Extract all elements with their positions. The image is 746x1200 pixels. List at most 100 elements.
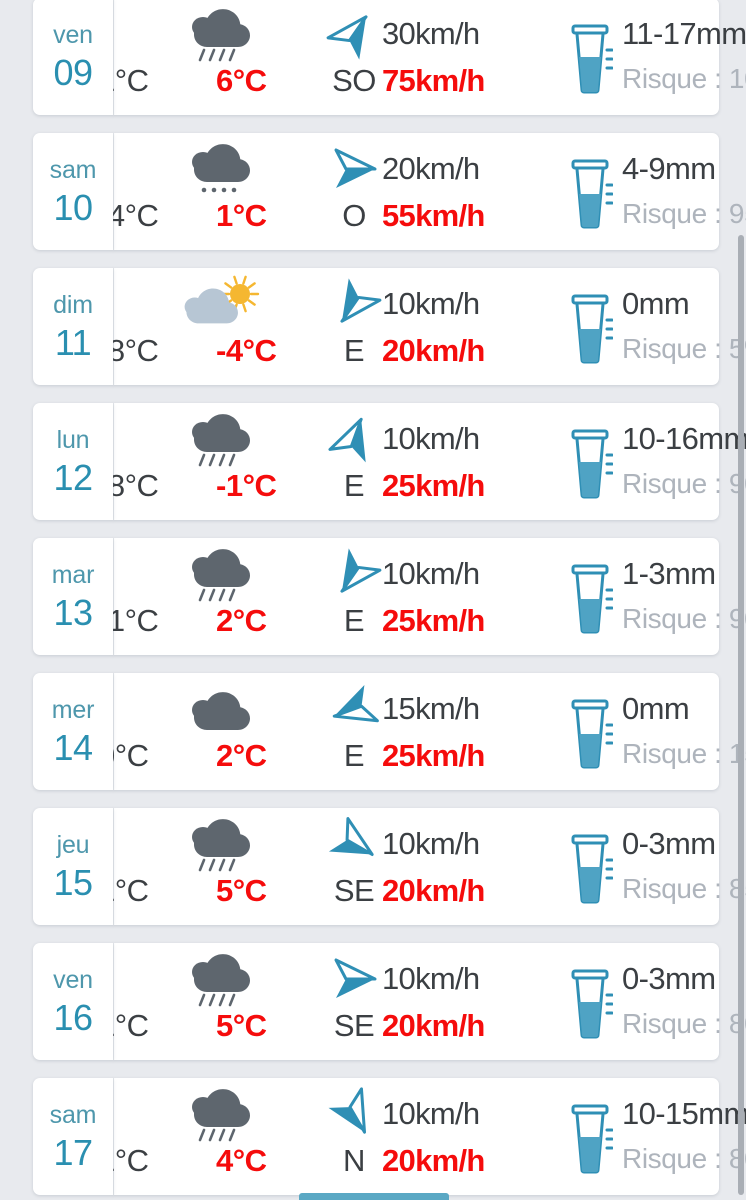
- cloud-icon: [98, 680, 326, 738]
- day-card[interactable]: mar 13: [33, 538, 113, 655]
- precipitation-amount: 10-16mm: [622, 420, 746, 456]
- day-card[interactable]: mer 14: [33, 673, 113, 790]
- day-card[interactable]: jeu 15: [33, 808, 113, 925]
- sun-behind-cloud-icon: [98, 275, 326, 333]
- temp-min: 1°C: [98, 1007, 149, 1043]
- wind-direction-arrow-icon: [326, 953, 382, 1005]
- precipitation-risk: Risque : 5%: [622, 332, 746, 364]
- day-data-card[interactable]: -8°C -4°C 10km/h E 20km/h 0mm Risque : 5%: [98, 268, 746, 385]
- day-data-card[interactable]: -4°C 1°C 20km/h O 55km/h 4-9mm Risque : 95%: [98, 133, 746, 250]
- temp-max: 5°C: [216, 872, 267, 908]
- day-card[interactable]: dim 11: [33, 268, 113, 385]
- temp-max: 6°C: [216, 62, 267, 98]
- wind-average-speed: 30km/h: [382, 15, 480, 51]
- wind-direction: E: [343, 602, 365, 638]
- day-name: sam: [49, 155, 97, 184]
- wind-gust-speed: 20km/h: [382, 1142, 485, 1178]
- temperature-column: 0°C 2°C: [98, 673, 326, 790]
- temp-max: -4°C: [216, 332, 277, 368]
- temp-min: 1°C: [98, 872, 149, 908]
- precipitation-amount: 0-3mm: [622, 960, 716, 996]
- precipitation-column: 10-16mm Risque : 90%: [558, 403, 746, 520]
- temp-max: 5°C: [216, 1007, 267, 1043]
- precipitation-amount: 0mm: [622, 285, 690, 321]
- wind-average-speed: 10km/h: [382, 420, 480, 456]
- wind-direction: O: [342, 197, 366, 233]
- wind-average-speed: 20km/h: [382, 150, 480, 186]
- wind-direction-arrow-icon: [326, 683, 382, 735]
- day-card[interactable]: lun 12: [33, 403, 113, 520]
- wind-direction: SE: [333, 872, 375, 908]
- wind-gust-speed: 25km/h: [382, 602, 485, 638]
- wind-gust-speed: 25km/h: [382, 467, 485, 503]
- day-name: dim: [53, 290, 93, 319]
- precipitation-risk: Risque : 100%: [622, 62, 746, 94]
- precipitation-column: 0-3mm Risque : 80%: [558, 943, 746, 1060]
- temp-max: 2°C: [216, 737, 267, 773]
- wind-direction: SE: [333, 1007, 375, 1043]
- wind-gust-speed: 20km/h: [382, 332, 485, 368]
- forecast-day-row[interactable]: sam 10 -4°C 1°C 20km/h O 55km/h 4-9mm Risque : 9…: [0, 133, 746, 250]
- wind-direction: N: [343, 1142, 365, 1178]
- wind-direction: E: [343, 737, 365, 773]
- day-card[interactable]: ven 09: [33, 0, 113, 115]
- precipitation-risk: Risque : 15%: [622, 737, 746, 769]
- wind-direction-arrow-icon: [326, 277, 382, 330]
- precipitation-amount: 0-3mm: [622, 825, 716, 861]
- scrollbar-thumb[interactable]: [738, 235, 744, 1195]
- temp-min: -4°C: [98, 197, 159, 233]
- temp-min: 1°C: [98, 62, 149, 98]
- day-data-card[interactable]: -1°C 2°C 10km/h E 25km/h 1-3mm Risque : 90%: [98, 538, 746, 655]
- day-number: 17: [53, 1131, 93, 1173]
- day-number: 10: [53, 186, 93, 228]
- day-number: 13: [53, 591, 93, 633]
- wind-gust-speed: 20km/h: [382, 1007, 485, 1043]
- day-name: mer: [51, 695, 95, 724]
- precipitation-risk: Risque : 95%: [622, 197, 746, 229]
- forecast-day-row[interactable]: lun 12 -8°C -1°C 10km/h E 25km/h 10-16mm Risque …: [0, 403, 746, 520]
- temperature-column: 1°C 4°C: [98, 1078, 326, 1195]
- wind-column: 15km/h E 25km/h: [326, 673, 558, 790]
- rain-cloud-icon: [98, 5, 326, 63]
- day-number: 14: [53, 726, 93, 768]
- temp-min: 0°C: [98, 737, 149, 773]
- day-card[interactable]: ven 16: [33, 943, 113, 1060]
- day-data-card[interactable]: 1°C 4°C 10km/h N 20km/h 10-15mm Risque : 80%: [98, 1078, 746, 1195]
- wind-direction-arrow-icon: [326, 547, 382, 600]
- precipitation-column: 0mm Risque : 5%: [558, 268, 746, 385]
- bottom-progress-bar: [299, 1193, 449, 1200]
- day-data-card[interactable]: -8°C -1°C 10km/h E 25km/h 10-16mm Risque : 90%: [98, 403, 746, 520]
- precipitation-risk: Risque : 90%: [622, 602, 746, 634]
- forecast-day-row[interactable]: sam 17 1°C 4°C 10km/h N 20km/h 10-15mm Risque : …: [0, 1078, 746, 1195]
- vertical-scrollbar[interactable]: [736, 0, 746, 1200]
- temp-min: -8°C: [98, 467, 159, 503]
- day-name: ven: [53, 965, 93, 994]
- temp-max: 4°C: [216, 1142, 267, 1178]
- forecast-day-row[interactable]: ven 09 1°C 6°C 30km/h SO 75km/h 11-17mm Risque :…: [0, 0, 746, 115]
- wind-gust-speed: 75km/h: [382, 62, 485, 98]
- day-number: 11: [54, 321, 92, 363]
- wind-direction: SO: [332, 62, 376, 98]
- day-card[interactable]: sam 10: [33, 133, 113, 250]
- wind-average-speed: 10km/h: [382, 285, 480, 321]
- temperature-column: 1°C 5°C: [98, 943, 326, 1060]
- wind-gust-speed: 20km/h: [382, 872, 485, 908]
- day-data-card[interactable]: 0°C 2°C 15km/h E 25km/h 0mm Risque : 15%: [98, 673, 746, 790]
- rain-cloud-icon: [98, 1085, 326, 1143]
- wind-direction: E: [343, 332, 365, 368]
- precipitation-column: 4-9mm Risque : 95%: [558, 133, 746, 250]
- wind-column: 30km/h SO 75km/h: [326, 0, 558, 115]
- day-name: jeu: [56, 830, 90, 859]
- day-card[interactable]: sam 17: [33, 1078, 113, 1195]
- day-number: 15: [53, 861, 93, 903]
